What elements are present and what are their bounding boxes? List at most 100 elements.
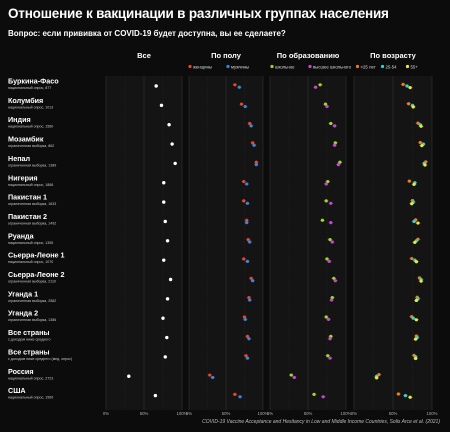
point-all — [165, 335, 169, 340]
panel-title: Все — [137, 51, 151, 60]
point-age — [414, 356, 418, 361]
point-education — [329, 298, 334, 302]
point-gender — [254, 163, 258, 167]
row-subtitle: национальный опрос, 877 — [8, 86, 51, 90]
point-age — [420, 144, 424, 148]
point-gender — [248, 121, 252, 126]
point-age — [407, 179, 411, 183]
x-tick-label: 50% — [389, 411, 398, 416]
legend-marker — [270, 64, 274, 69]
row-subtitle: ограниченная выборка, 2582 — [8, 299, 56, 303]
point-gender — [233, 392, 237, 396]
point-education — [327, 259, 331, 263]
legend-marker — [355, 64, 360, 69]
point-education — [336, 163, 340, 167]
point-gender — [242, 179, 246, 184]
point-gender — [245, 218, 249, 222]
row-subtitle: ограниченная выборка, 1386 — [8, 318, 56, 322]
point-education — [320, 218, 325, 222]
row-label: Пакистан 1 — [8, 193, 47, 202]
point-gender — [245, 259, 250, 263]
point-gender — [245, 221, 249, 225]
row-label: Нигерия — [8, 173, 38, 182]
point-age — [412, 219, 416, 224]
x-tick-label: 0% — [186, 411, 192, 416]
point-all — [162, 258, 166, 262]
x-tick-label: 50% — [304, 411, 313, 416]
row-subtitle: национальный опрос, 1868 — [8, 183, 53, 187]
chart-question: Вопрос: если прививка от COVID-19 будет … — [8, 29, 286, 38]
x-tick-label: 100% — [341, 411, 352, 416]
row-label: США — [8, 386, 26, 395]
row-subtitle: национальный опрос, 1013 — [8, 105, 53, 109]
point-education — [330, 240, 334, 244]
row-label: Уганда 2 — [8, 309, 38, 318]
legend-marker — [308, 64, 312, 69]
point-age — [416, 221, 420, 225]
point-gender — [233, 83, 237, 87]
point-age — [408, 395, 412, 399]
row-subtitle: ограниченная выборка, 1492 — [8, 221, 56, 225]
point-gender — [243, 104, 247, 109]
point-gender — [242, 199, 246, 203]
point-gender — [245, 334, 250, 338]
point-age — [401, 82, 405, 86]
point-age — [414, 260, 418, 264]
point-age — [416, 121, 420, 125]
legend-marker — [380, 64, 385, 69]
panel-title: По полу — [211, 51, 242, 60]
panel-title: По образованию — [277, 51, 340, 60]
point-education — [330, 296, 334, 300]
legend-label: высшее школьного — [313, 64, 352, 69]
row-label: Сьерра-Леоне 1 — [8, 251, 65, 260]
row-label: Пакистан 2 — [8, 212, 47, 221]
point-age — [375, 376, 379, 380]
row-label: Индия — [8, 115, 31, 124]
x-tick-label: 0% — [267, 411, 273, 416]
x-tick-label: 50% — [140, 411, 149, 416]
point-age — [419, 124, 423, 128]
row-subtitle: ограниченная выборка, 1633 — [8, 202, 56, 206]
point-all — [170, 142, 174, 146]
point-all — [154, 84, 158, 88]
point-age — [414, 318, 418, 322]
point-all — [168, 277, 173, 282]
point-education — [324, 315, 328, 319]
point-education — [328, 337, 332, 341]
legend-marker — [405, 64, 410, 69]
point-gender — [251, 279, 255, 283]
point-education — [314, 85, 318, 89]
point-gender — [247, 337, 251, 341]
point-all — [165, 239, 170, 243]
point-gender — [245, 356, 250, 360]
point-age — [408, 86, 412, 90]
point-education — [326, 317, 331, 321]
point-education — [325, 104, 329, 109]
row-subtitle: национальный опрос, 1355 — [8, 241, 53, 245]
legend-label: <25 лет — [361, 64, 376, 69]
point-age — [412, 182, 416, 186]
point-all — [153, 393, 158, 398]
point-education — [338, 160, 342, 164]
row-subtitle: национальный опрос, 1569 — [8, 396, 53, 400]
point-gender — [252, 143, 256, 147]
point-gender — [254, 160, 258, 164]
row-label: Колумбия — [8, 96, 43, 105]
point-education — [329, 121, 333, 126]
point-gender — [245, 182, 249, 186]
point-age — [414, 337, 418, 341]
chart-title: Отношение к вакцинации в различных групп… — [8, 6, 389, 21]
row-subtitle: ограниченная выборка, 2110 — [8, 280, 56, 284]
point-age — [377, 373, 381, 377]
point-all — [162, 181, 166, 185]
point-age — [410, 202, 414, 206]
point-all — [163, 355, 167, 359]
point-all — [165, 297, 170, 301]
point-education — [318, 83, 322, 87]
point-gender — [249, 276, 253, 280]
point-gender — [237, 85, 241, 89]
point-all — [127, 374, 131, 378]
row-subtitle: ограниченная выборка, 1389 — [8, 163, 56, 167]
x-tick-label: 100% — [177, 411, 188, 416]
